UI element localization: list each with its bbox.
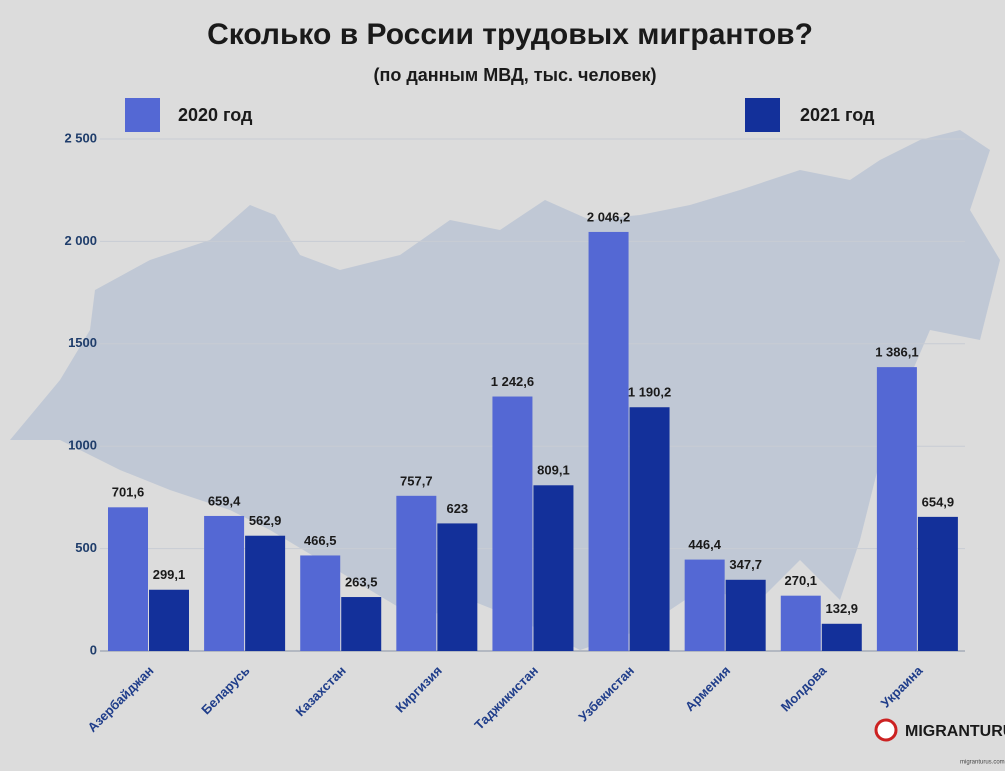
- value-label: 466,5: [304, 533, 337, 548]
- value-label: 654,9: [922, 494, 955, 509]
- value-label: 270,1: [785, 573, 818, 588]
- brand-url: migranturus.com: [960, 760, 1005, 766]
- value-label: 132,9: [826, 601, 859, 616]
- x-tick-label: Украина: [878, 662, 926, 710]
- bar: [149, 589, 189, 651]
- bar: [341, 597, 382, 651]
- y-tick-label: 1000: [68, 438, 97, 453]
- y-tick-label: 1500: [68, 335, 97, 350]
- x-tick-label: Молдова: [778, 662, 830, 714]
- bar: [533, 485, 574, 651]
- legend-swatch: [125, 98, 160, 132]
- bar: [876, 367, 917, 651]
- x-tick-label: Армения: [682, 663, 733, 714]
- value-label: 347,7: [729, 557, 762, 572]
- chart-title: Сколько в России трудовых мигрантов?: [207, 18, 813, 51]
- y-tick-label: 500: [75, 540, 97, 555]
- value-label: 701,6: [112, 485, 145, 500]
- y-tick-label: 2 000: [64, 233, 97, 248]
- map-background: [10, 130, 1000, 650]
- bar: [629, 407, 670, 651]
- brand: MIGRANTURU: [905, 723, 1005, 740]
- bar: [437, 523, 478, 651]
- bar: [684, 559, 725, 651]
- bar: [396, 495, 437, 651]
- x-tick-label: Узбекистан: [576, 663, 638, 725]
- x-tick-label: Таджикистан: [471, 663, 541, 733]
- value-label: 659,4: [208, 493, 241, 508]
- value-label: 446,4: [688, 537, 721, 552]
- value-label: 2 046,2: [587, 209, 630, 224]
- bar: [245, 535, 286, 651]
- y-tick-label: 2 500: [64, 130, 97, 145]
- bar: [492, 396, 533, 651]
- bar: [821, 623, 862, 651]
- value-label: 809,1: [537, 463, 570, 478]
- value-label: 1 242,6: [491, 374, 534, 389]
- value-label: 562,9: [249, 513, 282, 528]
- value-label: 757,7: [400, 473, 433, 488]
- value-label: 623: [446, 501, 468, 516]
- legend-swatch: [745, 98, 780, 132]
- bar: [725, 579, 766, 651]
- value-label: 1 190,2: [628, 385, 671, 400]
- y-tick-label: 0: [90, 642, 97, 657]
- legend-label: 2020 год: [178, 105, 253, 125]
- value-label: 1 386,1: [875, 345, 918, 360]
- bar: [588, 231, 629, 651]
- value-label: 299,1: [153, 567, 186, 582]
- bar: [300, 555, 341, 651]
- bar: [204, 515, 245, 651]
- bar: [780, 595, 821, 651]
- legend-label: 2021 год: [800, 105, 875, 125]
- x-tick-label: Киргизия: [392, 663, 445, 716]
- x-tick-label: Азербайджан: [85, 663, 157, 735]
- bar: [108, 507, 148, 651]
- brand-logo: [874, 718, 898, 742]
- x-tick-label: Беларусь: [198, 663, 252, 717]
- bar: [917, 516, 958, 651]
- chart-subtitle: (по данным МВД, тыс. человек): [373, 65, 656, 85]
- value-label: 263,5: [345, 574, 378, 589]
- x-tick-label: Казахстан: [292, 663, 348, 719]
